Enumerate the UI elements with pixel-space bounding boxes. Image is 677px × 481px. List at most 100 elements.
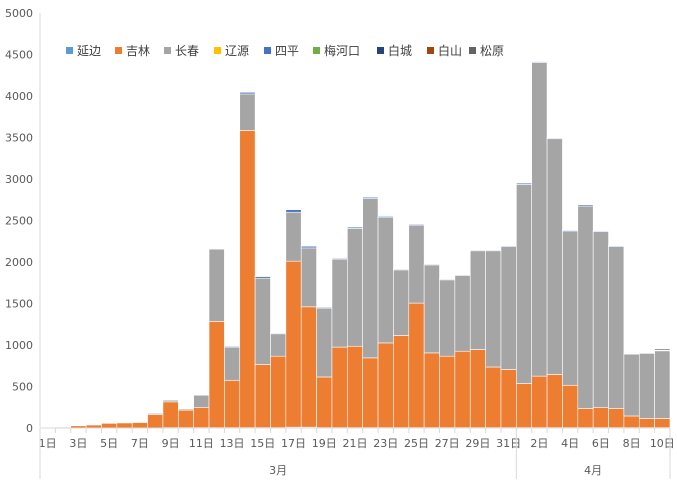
- bar-segment-1-40: [654, 418, 671, 428]
- y-tick-label: 5000: [5, 7, 33, 20]
- bar-segment-2-14: [254, 277, 271, 365]
- bar-segment-2-39: [638, 352, 655, 419]
- bar-segment-2-24: [408, 224, 425, 304]
- legend-label: 吉林: [126, 44, 150, 58]
- bar-segment-1-14: [254, 364, 271, 428]
- legend-swatch: [469, 47, 476, 54]
- x-tick-label: 29日: [465, 437, 490, 450]
- month-label: 4月: [584, 464, 602, 477]
- x-tick-label: 25日: [404, 437, 429, 450]
- bar-segment-1-29: [485, 366, 502, 428]
- y-axis: 0 500 1000 1500 2000 2500 3000 3500 4000 4500 5000: [5, 7, 41, 435]
- month-label: 3月: [269, 464, 287, 477]
- x-tick-label: 8日: [623, 437, 641, 450]
- bar-segment-2-27: [454, 275, 471, 352]
- y-tick-label: 4500: [5, 49, 33, 62]
- bar-segment-2-19: [331, 258, 348, 348]
- bar-segment-1-5: [116, 422, 133, 429]
- bar-segment-2-26: [439, 279, 456, 357]
- bar-segment-1-30: [500, 369, 517, 428]
- bars: [39, 60, 671, 429]
- legend-swatch: [427, 47, 434, 54]
- x-tick-label: 6日: [592, 437, 610, 450]
- y-tick-label: 1000: [5, 339, 33, 352]
- bar-segment-1-10: [193, 407, 210, 428]
- x-tick-label: 10日: [650, 437, 675, 450]
- legend-swatch: [66, 47, 73, 54]
- bar-segment-1-3: [85, 424, 102, 429]
- y-tick-label: 3500: [5, 132, 33, 145]
- x-tick-label: 7日: [131, 437, 149, 450]
- bar-segment-2-25: [423, 264, 440, 354]
- legend: 延边 吉林 长春 辽源 四平 梅河口 白城 白山 松原: [66, 43, 504, 58]
- bar-segment-1-22: [377, 342, 394, 428]
- bar-segment-1-18: [316, 376, 333, 428]
- bar-segment-1-7: [147, 414, 164, 429]
- legend-label: 长春: [175, 44, 199, 58]
- bar-segment-2-13: [239, 93, 256, 131]
- x-tick-label: 13日: [220, 437, 245, 450]
- legend-swatch: [115, 47, 122, 54]
- legend-label: 四平: [275, 44, 299, 58]
- bar-segment-2-15: [270, 333, 287, 357]
- bar-segment-1-9: [177, 409, 194, 428]
- x-tick-label: 9日: [162, 437, 180, 450]
- bar-segment-2-21: [362, 198, 379, 359]
- bar-segment-1-20: [347, 345, 363, 428]
- bar-segment-4-16: [285, 209, 302, 213]
- bar-segment-1-6: [131, 422, 148, 429]
- bar-segment-2-34: [562, 231, 579, 386]
- y-tick-label: 3000: [5, 173, 33, 186]
- bar-segment-2-17: [300, 247, 317, 308]
- bar-segment-1-31: [516, 383, 533, 428]
- y-tick-label: 1500: [5, 298, 33, 311]
- legend-label: 松原: [480, 44, 504, 58]
- bar-segment-1-34: [562, 384, 579, 428]
- legend-label: 辽源: [225, 44, 249, 58]
- x-tick-label: 17日: [281, 437, 306, 450]
- legend-swatch: [313, 47, 320, 54]
- bar-segment-1-27: [454, 350, 471, 428]
- x-tick-label: 2日: [530, 437, 548, 450]
- bar-segment-2-32: [531, 62, 548, 377]
- bar-segment-2-40: [654, 350, 671, 419]
- x-tick-label: 1日: [39, 437, 57, 450]
- bar-segment-1-15: [270, 355, 287, 428]
- bar-segment-2-37: [608, 246, 625, 409]
- bar-segment-1-37: [608, 408, 625, 428]
- legend-label: 梅河口: [324, 43, 360, 58]
- x-tick-label: 5日: [100, 437, 118, 450]
- bar-segment-1-24: [408, 302, 425, 428]
- bar-segment-1-11: [208, 321, 225, 428]
- x-tick-label: 19日: [312, 437, 337, 450]
- bar-segment-1-33: [546, 374, 563, 428]
- bar-segment-2-12: [224, 346, 241, 381]
- bar-segment-2-10: [193, 394, 210, 408]
- bar-segment-8-40: [654, 348, 671, 351]
- bar-segment-2-22: [377, 217, 394, 344]
- bar-segment-2-18: [316, 307, 333, 378]
- bar-segment-2-20: [347, 228, 363, 347]
- legend-swatch: [214, 47, 221, 54]
- x-tick-label: 4日: [561, 437, 579, 450]
- bar-segment-1-39: [638, 418, 655, 428]
- legend-label: 白城: [388, 43, 412, 58]
- legend-label: 延边: [77, 44, 101, 58]
- bar-segment-1-26: [439, 355, 456, 428]
- y-tick-label: 2000: [5, 256, 33, 269]
- bar-segment-2-16: [285, 211, 302, 262]
- x-tick-label: 27日: [435, 437, 460, 450]
- bar-segment-2-29: [485, 250, 502, 368]
- bar-segment-1-23: [393, 335, 410, 428]
- bar-segment-1-21: [362, 357, 379, 428]
- x-tick-label: 15日: [250, 437, 275, 450]
- bar-segment-1-19: [331, 346, 348, 428]
- bar-segment-1-17: [300, 306, 317, 428]
- bar-segment-2-36: [592, 231, 609, 408]
- legend-swatch: [377, 47, 384, 54]
- x-tick-label: 23日: [373, 437, 398, 450]
- bar-segment-1-35: [577, 408, 594, 428]
- bar-segment-2-31: [516, 184, 533, 384]
- bar-segment-2-35: [577, 205, 594, 409]
